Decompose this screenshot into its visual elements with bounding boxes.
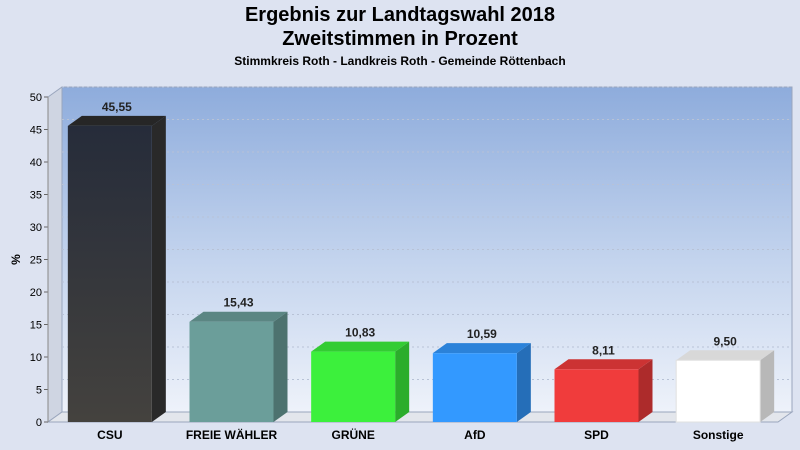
x-tick-label: SPD: [584, 428, 609, 442]
bar-afd: [432, 343, 531, 422]
bar-side: [151, 115, 166, 423]
bar: [189, 321, 274, 422]
chart-subtitle: Zweitstimmen in Prozent: [282, 28, 518, 50]
y-tick-label: 25: [30, 255, 42, 267]
bar: [675, 359, 761, 423]
data-label: 45,55: [102, 100, 132, 114]
bar: [67, 125, 152, 423]
data-label: 8,11: [592, 343, 615, 357]
y-axis-label: %: [9, 254, 23, 265]
y-tick-label: 35: [30, 190, 42, 202]
y-tick-label: 5: [36, 385, 42, 397]
y-tick-label: 20: [30, 287, 42, 299]
data-label: 10,83: [345, 326, 375, 340]
chart-caption: Stimmkreis Roth - Landkreis Roth - Gemei…: [234, 54, 566, 68]
bar-spd: [554, 359, 653, 422]
bar: [554, 369, 639, 422]
bar-top: [676, 350, 775, 361]
data-label: 9,50: [713, 334, 737, 348]
y-tick-label: 10: [30, 352, 42, 364]
bar-top: [67, 115, 166, 126]
x-tick-label: Sonstige: [693, 428, 744, 442]
bar-sonstige: [675, 350, 775, 423]
bar: [432, 353, 517, 422]
bar-side: [516, 343, 531, 422]
bar-side: [760, 350, 775, 422]
y-tick-label: 30: [30, 222, 42, 234]
bar-side: [395, 341, 410, 422]
bar-top: [432, 343, 531, 354]
data-label: 10,59: [467, 327, 497, 341]
x-tick-label: CSU: [97, 428, 122, 442]
data-label: 15,43: [223, 296, 253, 310]
y-tick-label: 50: [30, 92, 42, 104]
bar-freie-wähler: [189, 311, 288, 422]
x-tick-label: FREIE WÄHLER: [186, 427, 278, 442]
y-tick-label: 45: [30, 125, 42, 137]
bar: [311, 351, 396, 422]
plot-side-wall: [47, 86, 63, 423]
chart-title: Ergebnis zur Landtagswahl 2018: [244, 4, 556, 26]
bar-grüne: [311, 341, 410, 422]
x-tick-label: AfD: [464, 428, 486, 442]
y-tick-label: 15: [30, 320, 42, 332]
bar-csu: [67, 115, 166, 423]
bar-top: [554, 359, 653, 370]
bar-side: [273, 311, 288, 422]
x-tick-label: GRÜNE: [331, 427, 374, 442]
bar-top: [189, 311, 288, 322]
bar-side: [638, 359, 653, 422]
y-tick-label: 40: [30, 157, 42, 169]
y-tick-label: 0: [36, 417, 42, 429]
bar-top: [311, 341, 410, 352]
